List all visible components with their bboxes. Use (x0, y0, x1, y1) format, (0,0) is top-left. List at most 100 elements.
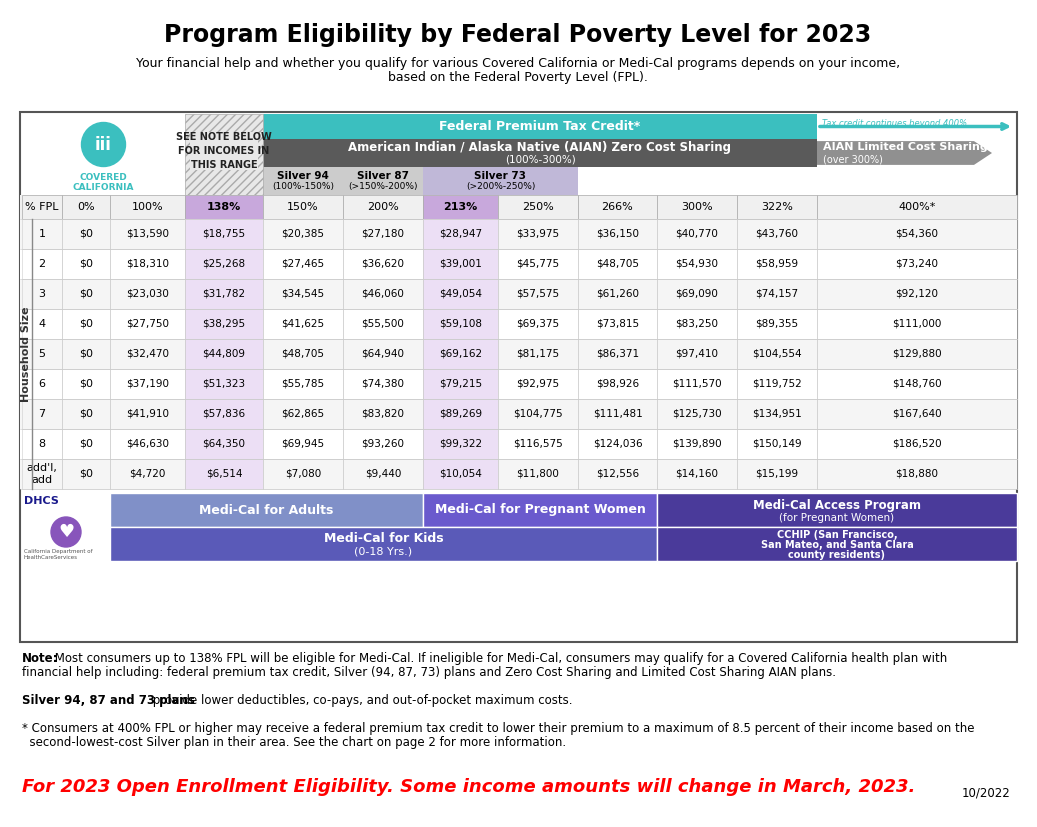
Text: $89,269: $89,269 (439, 409, 482, 419)
Bar (185, 279, 263, 309)
Text: $0: $0 (79, 379, 93, 389)
Bar (578, 249, 657, 279)
Text: 0%: 0% (77, 202, 94, 212)
Bar (110, 219, 185, 249)
Bar (263, 249, 343, 279)
Bar (578, 369, 657, 399)
Bar (22, 249, 62, 279)
Bar (423, 309, 498, 339)
Bar (737, 459, 817, 489)
Text: $36,620: $36,620 (362, 259, 404, 269)
Bar (423, 219, 498, 249)
Bar (20, 195, 1017, 219)
Bar (423, 459, 498, 489)
Bar (657, 527, 1017, 561)
Bar (263, 399, 343, 429)
Text: $92,975: $92,975 (516, 379, 560, 389)
Bar (498, 429, 578, 459)
Bar (185, 399, 263, 429)
Bar (817, 429, 1017, 459)
Text: $64,940: $64,940 (362, 349, 404, 359)
Bar (817, 219, 1017, 249)
Text: $38,295: $38,295 (202, 319, 246, 329)
Text: $73,240: $73,240 (896, 259, 938, 269)
Text: $4,720: $4,720 (130, 469, 166, 479)
Bar (423, 399, 498, 429)
Bar (498, 369, 578, 399)
Text: $74,157: $74,157 (755, 289, 798, 299)
Text: $57,575: $57,575 (516, 289, 560, 299)
Bar (263, 195, 343, 219)
Bar (110, 195, 185, 219)
Bar (22, 399, 62, 429)
Text: $36,150: $36,150 (596, 229, 639, 239)
Text: $150,149: $150,149 (752, 439, 802, 449)
Text: $45,775: $45,775 (516, 259, 560, 269)
Text: $37,190: $37,190 (127, 379, 169, 389)
Bar (423, 249, 498, 279)
Bar (22, 369, 62, 399)
Bar (817, 339, 1017, 369)
Bar (343, 249, 423, 279)
Bar (657, 493, 1017, 527)
Text: 213%: 213% (444, 202, 478, 212)
Bar (110, 399, 185, 429)
Bar (185, 399, 263, 429)
Text: iii: iii (95, 136, 112, 154)
Bar (423, 459, 498, 489)
Bar (263, 167, 343, 195)
Bar (423, 339, 498, 369)
Bar (62, 309, 110, 339)
Text: * Consumers at 400% FPL or higher may receive a federal premium tax credit to lo: * Consumers at 400% FPL or higher may re… (22, 722, 975, 735)
Text: American Indian / Alaska Native (AIAN) Zero Cost Sharing: American Indian / Alaska Native (AIAN) Z… (348, 141, 731, 155)
Text: $41,910: $41,910 (127, 409, 169, 419)
Bar (817, 309, 1017, 339)
Bar (22, 219, 62, 249)
Bar (578, 309, 657, 339)
Text: $89,355: $89,355 (755, 319, 798, 329)
Bar (22, 459, 62, 489)
Text: $15,199: $15,199 (755, 469, 798, 479)
Text: $32,470: $32,470 (127, 349, 169, 359)
Bar (498, 249, 578, 279)
Bar (578, 279, 657, 309)
Bar (737, 195, 817, 219)
Bar (423, 493, 657, 527)
Bar (20, 249, 1017, 279)
Bar (343, 309, 423, 339)
Text: $55,785: $55,785 (281, 379, 325, 389)
Text: $49,054: $49,054 (439, 289, 482, 299)
Bar (657, 309, 737, 339)
Bar (817, 249, 1017, 279)
Bar (657, 399, 737, 429)
Bar (423, 429, 498, 459)
Bar (110, 459, 185, 489)
Bar (20, 112, 1017, 642)
Text: Silver 94, 87 and 73 plans: Silver 94, 87 and 73 plans (22, 694, 195, 707)
Text: Program Eligibility by Federal Poverty Level for 2023: Program Eligibility by Federal Poverty L… (165, 23, 872, 47)
Bar (20, 399, 1017, 429)
Bar (498, 219, 578, 249)
Bar (185, 459, 263, 489)
Text: $10,054: $10,054 (439, 469, 482, 479)
Text: CALIFORNIA: CALIFORNIA (73, 183, 134, 192)
Text: $27,180: $27,180 (362, 229, 404, 239)
Text: $0: $0 (79, 259, 93, 269)
Bar (423, 219, 498, 249)
Bar (185, 429, 263, 459)
Bar (423, 279, 498, 309)
Text: 2: 2 (38, 259, 46, 269)
Text: $129,880: $129,880 (892, 349, 942, 359)
Bar (110, 309, 185, 339)
Text: $111,481: $111,481 (592, 409, 642, 419)
Text: Most consumers up to 138% FPL will be eligible for Medi-Cal. If ineligible for M: Most consumers up to 138% FPL will be el… (51, 652, 947, 665)
Bar (343, 369, 423, 399)
Bar (22, 429, 62, 459)
Text: Tax credit continues beyond 400%: Tax credit continues beyond 400% (822, 119, 968, 128)
Text: financial help including: federal premium tax credit, Silver (94, 87, 73) plans : financial help including: federal premiu… (22, 666, 836, 679)
Text: (over 300%): (over 300%) (823, 154, 882, 164)
Bar (263, 339, 343, 369)
Bar (498, 195, 578, 219)
Bar (110, 369, 185, 399)
Bar (185, 249, 263, 279)
